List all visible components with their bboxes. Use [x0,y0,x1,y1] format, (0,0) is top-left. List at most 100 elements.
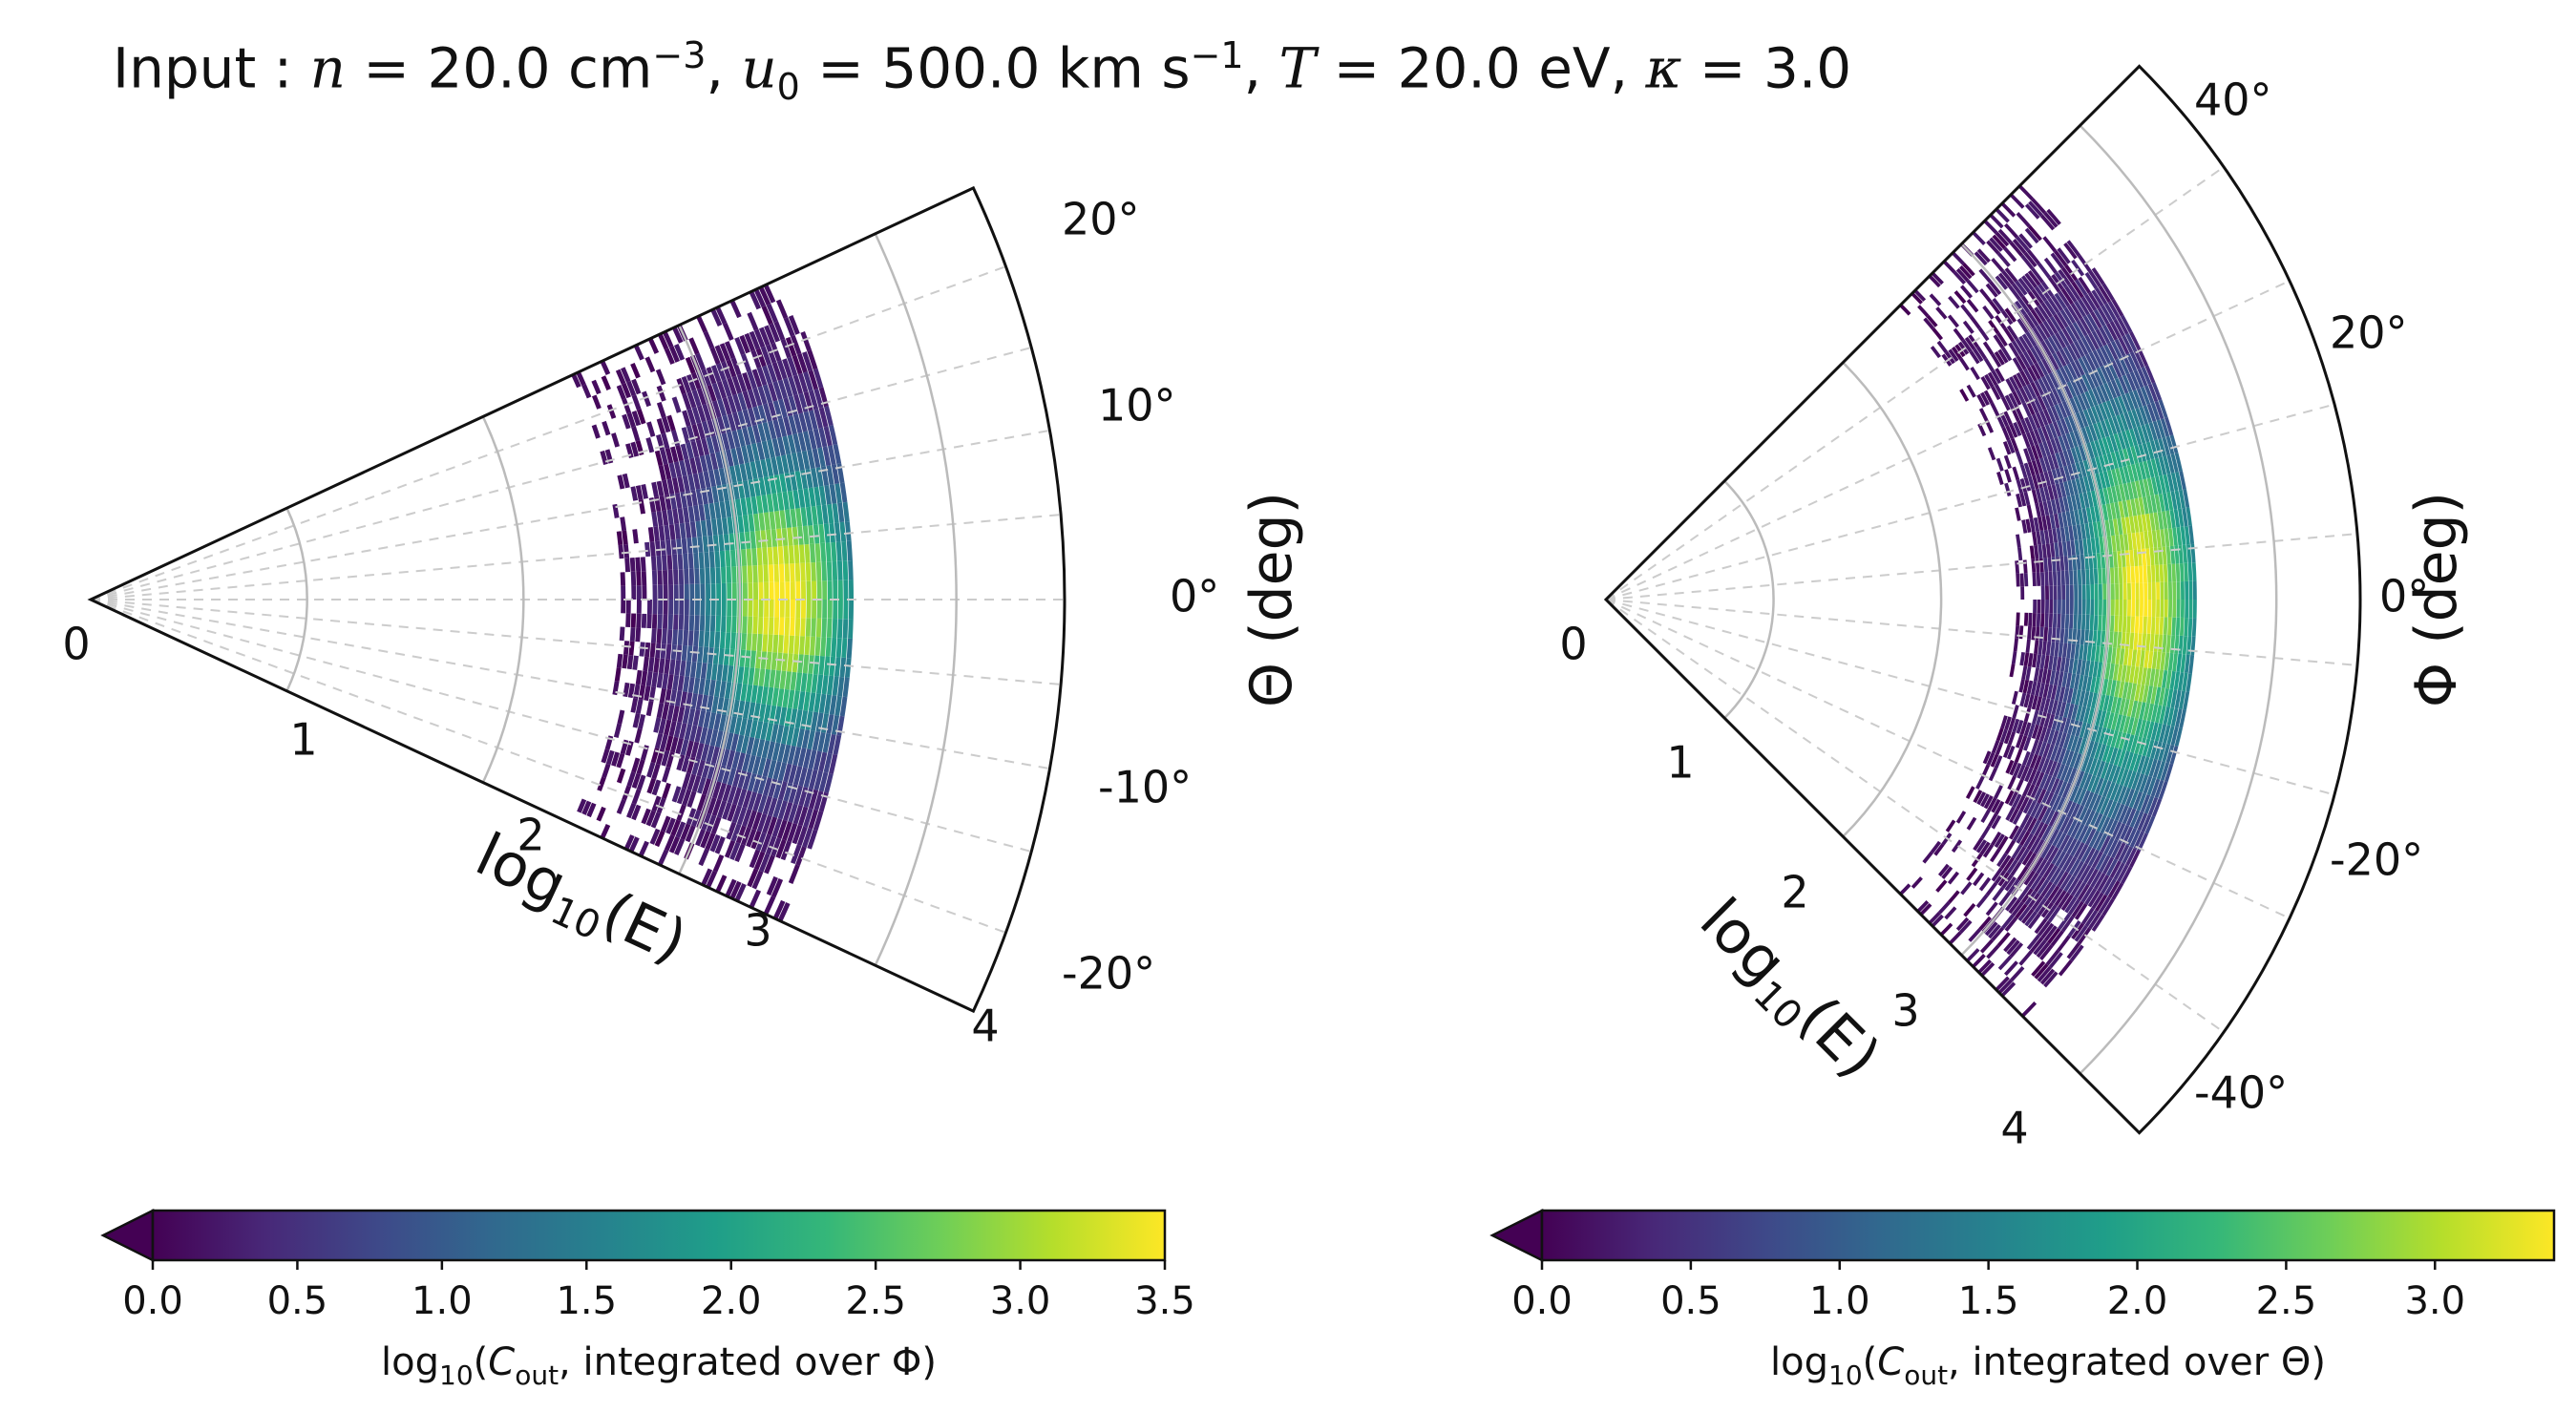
heatmap-cell [2016,829,2027,844]
heatmap-cell [2057,571,2061,586]
heatmap-cell [638,714,646,729]
heatmap-cell [2021,750,2031,766]
heatmap-cell [661,749,670,767]
heatmap-cell [2040,613,2045,627]
heatmap-cell [2023,448,2032,463]
heatmap-cell [2122,334,2134,353]
heatmap-cell [672,554,678,570]
heatmap-cell [2068,858,2081,875]
heatmap-cell [725,732,734,750]
heatmap-cell [2098,583,2102,600]
heatmap-cell [831,541,837,562]
heatmap-cell [2065,750,2075,767]
heatmap-cell [788,803,798,823]
heatmap-cell [2078,674,2084,691]
heatmap-cell [1995,727,2004,742]
heatmap-cell [2012,374,2023,390]
heatmap-cell [2185,580,2189,600]
heatmap-cell [2071,704,2079,721]
heatmap-cell [1935,879,1948,893]
radial-tick-label: 2 [1781,867,1808,918]
heatmap-cell [2148,758,2158,777]
title-t-value: = 20.0 eV, [1316,35,1646,101]
heatmap-cell [2035,444,2043,459]
heatmap-cell [707,470,717,487]
heatmap-cell [1959,389,1970,402]
angular-gridline [90,514,1062,601]
heatmap-cell [1991,353,2002,368]
heatmap-cell [2110,840,2122,859]
heatmap-cell [2147,600,2152,617]
heatmap-cell [2142,738,2151,757]
heatmap-cell [2050,542,2056,558]
heatmap-cell [2151,382,2163,401]
heatmap-cell [688,337,700,355]
heatmap-cell [795,508,803,527]
heatmap-cell [683,553,689,570]
heatmap-cell [783,377,793,398]
heatmap-cell [662,673,669,689]
heatmap-cell [719,343,730,362]
heatmap-cell [2063,875,2076,893]
heatmap-cell [2024,272,2038,288]
heatmap-cell [837,502,845,523]
heatmap-cell [706,745,715,763]
heatmap-cell [2091,914,2105,932]
heatmap-cell [2046,865,2059,881]
heatmap-cell [2105,679,2113,696]
heatmap-cell [691,775,702,792]
heatmap-cell [665,539,672,556]
heatmap-cell [1997,228,2013,244]
heatmap-cell [742,666,750,685]
heatmap-cell [2030,381,2040,397]
heatmap-cell [792,690,800,709]
heatmap-cell [1973,872,1985,887]
heatmap-cell [2095,894,2108,912]
heatmap-cell [2113,319,2125,337]
heatmap-cell [625,443,634,458]
heatmap-cell [1985,901,1998,917]
heatmap-cell [2045,515,2052,530]
heatmap-cell [673,721,683,738]
heatmap-cell [2126,464,2135,483]
heatmap-cell [2063,718,2071,734]
heatmap-cell [673,838,686,855]
heatmap-cell [839,521,847,542]
heatmap-cell [811,561,816,581]
heatmap-cell [2047,297,2060,314]
heatmap-cell [681,427,690,444]
heatmap-cell [2118,732,2127,750]
heatmap-cell [2106,800,2118,818]
heatmap-cell [767,816,778,836]
heatmap-cell [2027,913,2041,930]
heatmap-cell [636,571,642,586]
heatmap-cell [772,634,779,653]
heatmap-cell [2110,802,2122,820]
heatmap-cell [686,442,694,459]
heatmap-cell [2084,523,2091,539]
heatmap-cell [1933,843,1945,856]
heatmap-cell [1975,894,1989,909]
heatmap-cell [2086,774,2097,791]
heatmap-cell [680,491,687,508]
heatmap-cell [1919,902,1932,917]
heatmap-cell [705,453,713,472]
heatmap-cell [2024,227,2039,244]
heatmap-cell [698,630,705,647]
heatmap-cell [1994,833,2005,849]
heatmap-cell [662,479,669,495]
heatmap-cell [624,558,631,573]
heatmap-cell [2077,569,2082,585]
heatmap-cell [2069,397,2080,414]
heatmap-cell [2101,678,2109,695]
heatmap-cell [2023,652,2030,666]
heatmap-cell [2025,400,2036,415]
heatmap-cell [2104,519,2111,537]
heatmap-cell [2096,795,2106,813]
heatmap-cell [808,655,814,674]
heatmap-cell [2044,809,2056,826]
heatmap-cell [694,456,703,474]
heatmap-cell [2072,860,2084,877]
heatmap-cell [2044,424,2054,440]
heatmap-cell [766,529,772,548]
